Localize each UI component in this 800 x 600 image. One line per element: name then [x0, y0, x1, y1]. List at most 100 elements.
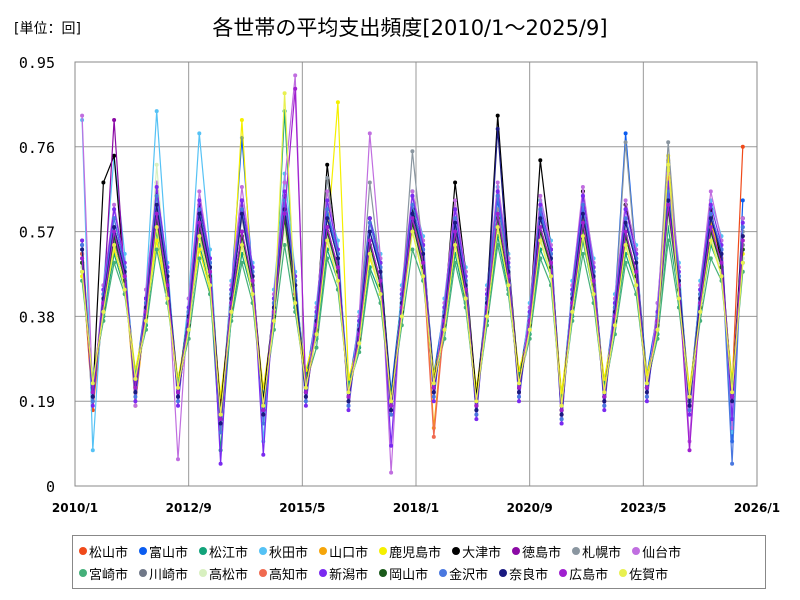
data-point	[453, 180, 458, 185]
data-point	[410, 193, 415, 198]
data-point	[580, 193, 585, 198]
data-point	[431, 434, 436, 439]
y-tick-label: 0.19	[19, 393, 55, 411]
data-point	[602, 399, 607, 404]
data-point	[80, 238, 85, 243]
data-point	[559, 421, 564, 426]
data-point	[154, 162, 159, 167]
data-point	[154, 211, 159, 216]
data-point	[239, 198, 244, 203]
data-point	[303, 403, 308, 408]
data-point	[218, 412, 223, 417]
legend-marker-icon	[499, 569, 508, 577]
data-point	[122, 287, 127, 292]
data-point	[410, 247, 415, 252]
data-point	[112, 202, 117, 207]
legend-marker-icon	[619, 569, 628, 577]
data-point	[154, 247, 159, 252]
data-point	[261, 408, 266, 413]
legend-marker-icon	[379, 547, 388, 555]
data-point	[730, 417, 735, 422]
data-point	[538, 256, 543, 261]
data-point	[218, 417, 223, 422]
data-point	[655, 327, 660, 332]
data-point	[399, 314, 404, 319]
data-point	[239, 229, 244, 234]
data-point	[538, 207, 543, 212]
legend-item: 佐賀市	[619, 564, 668, 583]
data-point	[623, 229, 628, 234]
data-point	[538, 238, 543, 243]
data-point	[208, 283, 212, 288]
legend-label: 鹿児島市	[389, 545, 442, 561]
data-point	[80, 256, 85, 261]
data-point	[250, 278, 255, 283]
legend-marker-icon	[559, 569, 568, 577]
line-chart: 0 0.19 0.38 0.57 0.76 0.95 2010/1 2012/9 2015/5 2…	[19, 54, 780, 515]
data-point	[80, 243, 85, 247]
data-point	[282, 243, 287, 247]
data-point	[740, 225, 745, 230]
data-point	[90, 403, 95, 408]
data-point	[495, 193, 500, 198]
legend-marker-icon	[572, 547, 581, 555]
data-point	[666, 189, 671, 194]
data-point	[687, 412, 692, 417]
data-point	[527, 327, 532, 332]
data-point	[634, 283, 639, 288]
x-tick-label: 2018/1	[393, 501, 439, 515]
data-point	[378, 269, 383, 274]
data-point	[335, 278, 340, 283]
data-point	[325, 176, 330, 180]
data-point	[559, 408, 564, 413]
data-point	[346, 390, 351, 395]
data-point	[101, 309, 106, 314]
axis-ticks: 0 0.19 0.38 0.57 0.76 0.95 2010/1 2012/9 2015/5 2…	[19, 54, 780, 515]
data-point	[740, 144, 745, 149]
data-point	[367, 216, 372, 221]
data-point	[410, 189, 415, 194]
data-point	[580, 185, 585, 189]
data-point	[517, 394, 521, 399]
data-point	[730, 399, 735, 404]
data-point	[623, 140, 628, 145]
data-point	[239, 260, 244, 265]
data-point	[80, 269, 85, 274]
data-point	[154, 109, 159, 114]
data-point	[623, 216, 628, 221]
data-point	[367, 180, 372, 185]
legend-label: 岡山市	[389, 567, 429, 583]
data-point	[90, 448, 95, 453]
data-point	[218, 421, 223, 426]
data-point	[495, 126, 500, 131]
data-point	[740, 234, 745, 239]
series-佐賀市	[80, 91, 745, 417]
data-point	[410, 149, 415, 154]
legend-label: 松江市	[209, 545, 249, 561]
data-point	[271, 318, 276, 323]
data-point	[112, 118, 117, 122]
legend-marker-icon	[139, 569, 148, 577]
data-point	[303, 399, 308, 404]
data-point	[346, 399, 351, 404]
data-point	[644, 394, 649, 399]
data-point	[644, 399, 649, 404]
data-point	[133, 385, 138, 390]
data-point	[197, 131, 202, 136]
data-point	[357, 341, 362, 346]
data-point	[197, 256, 202, 261]
data-point	[719, 260, 724, 265]
data-point	[133, 394, 138, 399]
legend-label: 高松市	[209, 567, 249, 583]
y-tick-label: 0.76	[19, 139, 55, 157]
legend-label: 徳島市	[522, 545, 562, 561]
data-point	[367, 229, 372, 234]
data-point	[122, 274, 127, 279]
data-point	[293, 301, 298, 305]
data-point	[421, 274, 426, 279]
legend-item: 大津市	[452, 542, 501, 561]
y-tick-label: 0.38	[19, 308, 55, 326]
data-point	[591, 292, 596, 297]
data-point	[463, 296, 468, 301]
data-point	[634, 269, 639, 274]
